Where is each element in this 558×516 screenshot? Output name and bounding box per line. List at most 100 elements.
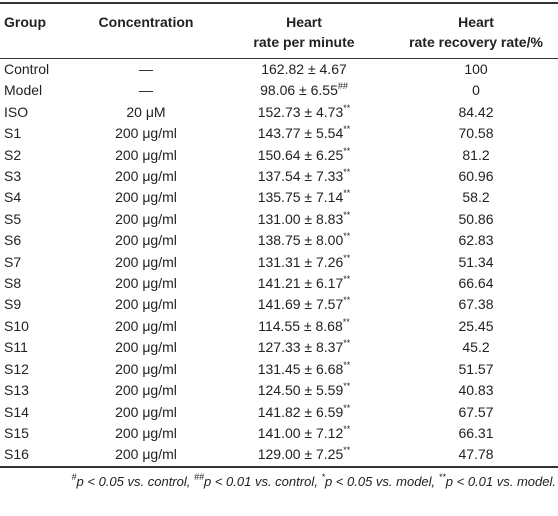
table-cell: S16 <box>4 446 29 463</box>
cell-value: 141.82 ± 6.59 <box>257 403 344 420</box>
table-cell: S5 <box>4 210 22 227</box>
table-cell: 70.58 <box>458 125 494 142</box>
table-cell: 129.00 ± 7.25** <box>214 444 394 466</box>
cell-value: 114.55 ± 8.68 <box>258 317 343 334</box>
header-line: rate recovery rate/% <box>409 34 543 50</box>
table-row: S5 200 μg/ml 131.00 ± 8.83** 50.86 <box>0 209 558 230</box>
footnote-mark: * <box>321 471 325 482</box>
table-row: S2 200 μg/ml 150.64 ± 6.25** 81.2 <box>0 145 558 166</box>
table-cell: 200 μg/ml <box>115 446 177 463</box>
table-cell: 20 μM <box>126 103 166 120</box>
table-cell: 127.33 ± 8.37** <box>214 337 394 358</box>
table-cell: 200 μg/ml <box>115 382 177 399</box>
table-cell: 162.82 ± 4.67 <box>214 59 394 81</box>
table-cell: 200 μg/ml <box>115 317 177 334</box>
significance-mark: ** <box>343 359 351 370</box>
cell-value: 124.50 ± 5.59 <box>257 382 344 399</box>
table-row: S3 200 μg/ml 137.54 ± 7.33** 60.96 <box>0 166 558 187</box>
table-cell: S2 <box>4 146 22 163</box>
significance-mark: ** <box>343 145 351 156</box>
table-cell: 131.45 ± 6.68** <box>214 359 394 380</box>
table-cell: 47.78 <box>458 446 494 463</box>
table-cell: 67.57 <box>458 403 494 420</box>
cell-value: 141.21 ± 6.17 <box>257 275 344 292</box>
table-cell: 141.21 ± 6.17** <box>214 273 394 294</box>
header-line: Concentration <box>98 14 194 30</box>
table-row: S6 200 μg/ml 138.75 ± 8.00** 62.83 <box>0 230 558 251</box>
significance-mark: ** <box>343 445 351 456</box>
cell-value: 138.75 ± 8.00 <box>257 232 344 249</box>
table-cell: 200 μg/ml <box>115 360 177 377</box>
cell-value: 129.00 ± 7.25 <box>257 446 344 463</box>
column-header: Group <box>0 3 78 59</box>
table-cell: 62.83 <box>458 232 494 249</box>
footnote-text: p < 0.05 vs. model, <box>324 473 439 489</box>
table-cell: 200 μg/ml <box>115 424 177 441</box>
table-cell: 200 μg/ml <box>115 296 177 313</box>
footnote-text: p < 0.01 vs. control, <box>204 473 322 489</box>
table-cell: Control <box>4 61 50 77</box>
footnote-text: p < 0.01 vs. model. <box>445 473 556 489</box>
table-row: S8 200 μg/ml 141.21 ± 6.17** 66.64 <box>0 273 558 294</box>
cell-value: 98.06 ± 6.55 <box>260 82 338 99</box>
table-row: Model — 98.06 ± 6.55## 0 <box>0 80 558 101</box>
footnote-mark: ** <box>438 471 446 482</box>
cell-value: 141.00 ± 7.12 <box>257 424 344 441</box>
header-row: Group Concentration Heart rate per minute He… <box>0 3 558 59</box>
table-cell: 200 μg/ml <box>115 403 177 420</box>
significance-mark: ** <box>343 209 351 220</box>
table-row: ISO 20 μM 152.73 ± 4.73** 84.42 <box>0 102 558 123</box>
table-cell: 51.57 <box>458 360 494 377</box>
table-cell: 50.86 <box>458 210 494 227</box>
table-cell: 58.2 <box>462 189 490 206</box>
table-cell: 131.00 ± 8.83** <box>214 209 394 230</box>
table-cell: 67.38 <box>458 296 494 313</box>
table-row: S1 200 μg/ml 143.77 ± 5.54** 70.58 <box>0 123 558 144</box>
table-row: Control — 162.82 ± 4.67 100 <box>0 59 558 81</box>
column-header: Heart rate per minute <box>214 3 394 59</box>
table-cell: 40.83 <box>458 382 494 399</box>
header-line: Group <box>4 14 46 30</box>
header-line: rate per minute <box>253 34 355 50</box>
table-cell: ISO <box>4 103 29 120</box>
significance-mark: ** <box>343 188 351 199</box>
table-cell: S13 <box>4 382 29 399</box>
table-head: Group Concentration Heart rate per minute He… <box>0 3 558 59</box>
table-cell: 66.31 <box>458 424 494 441</box>
table-row: S10 200 μg/ml 114.55 ± 8.68** 25.45 <box>0 316 558 337</box>
significance-mark: ** <box>343 124 351 135</box>
significance-mark: ** <box>343 402 351 413</box>
table-cell: 141.00 ± 7.12** <box>214 423 394 444</box>
table-body: Control — 162.82 ± 4.67 100 Model — 98.06 ± 6.… <box>0 59 558 467</box>
table-cell: 81.2 <box>462 146 490 163</box>
table-cell: 135.75 ± 7.14** <box>214 187 394 208</box>
table-cell: 100 <box>464 61 488 77</box>
table-row: S9 200 μg/ml 141.69 ± 7.57** 67.38 <box>0 294 558 315</box>
significance-mark: ** <box>343 274 351 285</box>
table-cell: 124.50 ± 5.59** <box>214 380 394 401</box>
table-cell: 150.64 ± 6.25** <box>214 145 394 166</box>
table-cell: S10 <box>4 317 29 334</box>
table-cell: 200 μg/ml <box>115 168 177 185</box>
table-cell: 137.54 ± 7.33** <box>214 166 394 187</box>
cell-value: 143.77 ± 5.54 <box>257 125 344 142</box>
table-row: S7 200 μg/ml 131.31 ± 7.26** 51.34 <box>0 252 558 273</box>
data-table: Group Concentration Heart rate per minute He… <box>0 2 558 468</box>
table-cell: 141.82 ± 6.59** <box>214 402 394 423</box>
table-cell: 152.73 ± 4.73** <box>214 102 394 123</box>
cell-value: 152.73 ± 4.73 <box>257 103 344 120</box>
table-cell: S3 <box>4 168 22 185</box>
table-cell: — <box>139 61 153 77</box>
table-cell: 131.31 ± 7.26** <box>214 252 394 273</box>
table-cell: S8 <box>4 275 22 292</box>
significance-mark: ** <box>343 231 351 242</box>
table-cell: 200 μg/ml <box>115 253 177 270</box>
header-line: Heart <box>458 14 494 30</box>
table-cell: 141.69 ± 7.57** <box>214 294 394 315</box>
significance-mark: ## <box>337 81 348 92</box>
table-row: S12 200 μg/ml 131.45 ± 6.68** 51.57 <box>0 359 558 380</box>
significance-mark: ** <box>343 338 351 349</box>
table-cell: S1 <box>4 125 22 142</box>
footnote-mark: # <box>71 471 77 482</box>
table-cell: 0 <box>472 82 480 99</box>
